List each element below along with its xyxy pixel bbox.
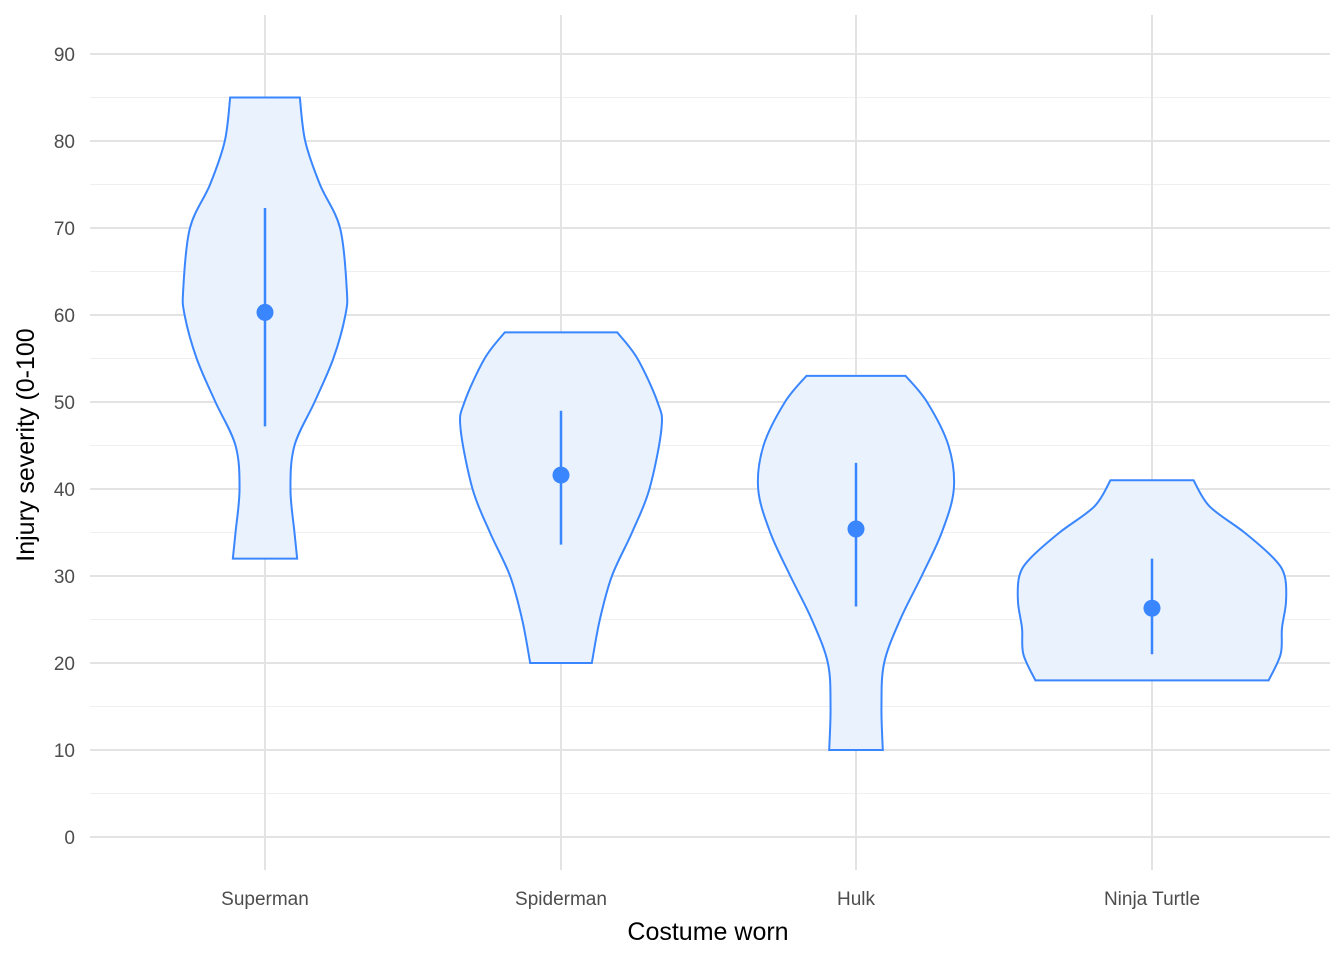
x-tick-label: Ninja Turtle [1104,889,1200,910]
y-tick-label: 80 [54,132,75,153]
y-tick-label: 90 [54,45,75,66]
mean-point [1143,599,1161,617]
y-tick-label: 40 [54,480,75,501]
x-axis-ticks: Superman Spiderman Hulk Ninja Turtle [221,889,1200,910]
x-axis-title: Costume worn [627,918,788,946]
x-tick-label: Hulk [837,889,876,910]
y-tick-label: 60 [54,306,75,327]
y-tick-label: 20 [54,654,75,675]
y-tick-label: 50 [54,393,75,414]
mean-point [847,520,865,538]
y-tick-label: 30 [54,567,75,588]
y-tick-label: 0 [64,828,75,849]
y-axis-ticks: 0 10 20 30 40 50 60 70 80 90 [54,45,75,849]
violins [181,96,1288,751]
mean-point [552,466,570,484]
y-axis-title: Injury severity (0-100 [12,328,40,561]
y-tick-label: 70 [54,219,75,240]
x-tick-label: Spiderman [515,889,607,910]
y-tick-label: 10 [54,741,75,762]
x-tick-label: Superman [221,889,309,910]
mean-point [256,303,274,321]
